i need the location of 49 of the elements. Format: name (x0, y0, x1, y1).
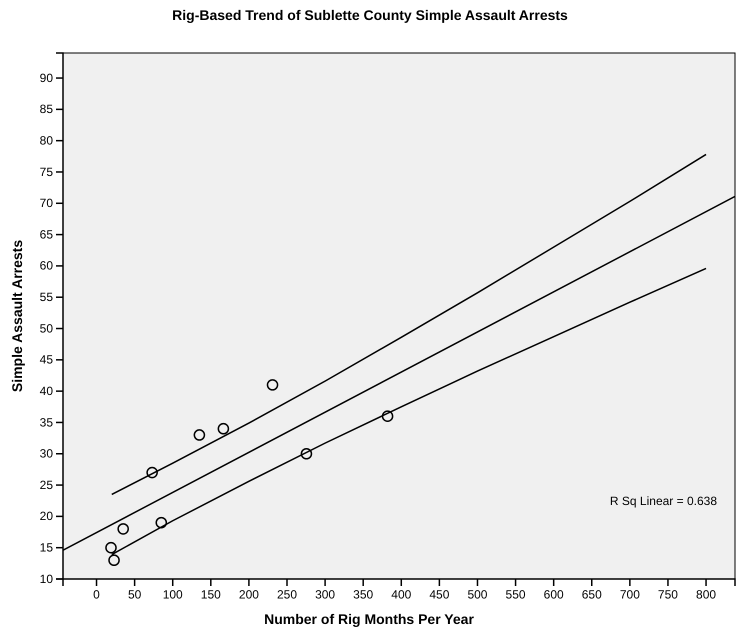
point (146, 466, 158, 478)
y-tick-label: 35 (40, 415, 54, 430)
x-tick-label: 350 (353, 588, 374, 602)
point (194, 429, 206, 441)
x-tick-label: 550 (506, 588, 526, 602)
y-tick-label: 20 (40, 509, 54, 524)
x-tick-label: 650 (582, 588, 602, 602)
x-tick-label: 250 (276, 588, 298, 602)
y-tick-label: 60 (40, 258, 54, 273)
x-tick-label: 700 (620, 588, 640, 602)
y-axis-title: Simple Assault Arrests (9, 240, 25, 392)
x-tick-label: 600 (544, 588, 564, 602)
y-tick-label: 50 (40, 321, 54, 336)
x-tick-label: 750 (658, 588, 678, 602)
y-tick-label: 85 (40, 102, 54, 116)
x-tick-label: 800 (696, 588, 716, 602)
point (382, 410, 394, 422)
x-tick-label: 500 (467, 588, 488, 602)
y-tick-label: 65 (40, 227, 54, 242)
point (117, 523, 129, 535)
point (108, 554, 120, 566)
y-tick-label: 40 (40, 384, 54, 398)
y-tick-label: 15 (40, 540, 54, 555)
annotation: R Sq Linear = 0.638 (610, 494, 718, 508)
chart-title: Rig-Based Trend of Sublette County Simple Assault Arrests (172, 7, 568, 23)
y-tick-label: 70 (40, 196, 54, 210)
x-tick-label: 300 (315, 588, 336, 602)
y-tick-label: 45 (40, 352, 54, 367)
point (218, 422, 230, 434)
point (155, 516, 168, 528)
y-tick-label: 10 (40, 572, 54, 586)
point (105, 542, 117, 554)
x-axis-title: Number of Rig Months Per Year (264, 611, 474, 627)
y-tick-label: 80 (40, 134, 54, 148)
line-series (111, 154, 707, 496)
x-tick-label: 50 (128, 588, 142, 602)
y-tick-label: 75 (40, 164, 54, 179)
x-tick-label: 100 (162, 588, 184, 602)
y-tick-label: 55 (40, 290, 54, 304)
y-tick-label: 25 (40, 478, 54, 492)
x-tick-label: 150 (200, 588, 222, 602)
x-tick-label: 400 (391, 588, 412, 602)
x-tick-label: 450 (429, 588, 450, 602)
y-tick-label: 30 (40, 446, 54, 461)
point (266, 379, 278, 391)
x-tick-label: 0 (93, 588, 100, 602)
x-tick-label: 200 (238, 588, 260, 602)
point (300, 448, 312, 460)
y-tick-label: 90 (40, 70, 54, 85)
